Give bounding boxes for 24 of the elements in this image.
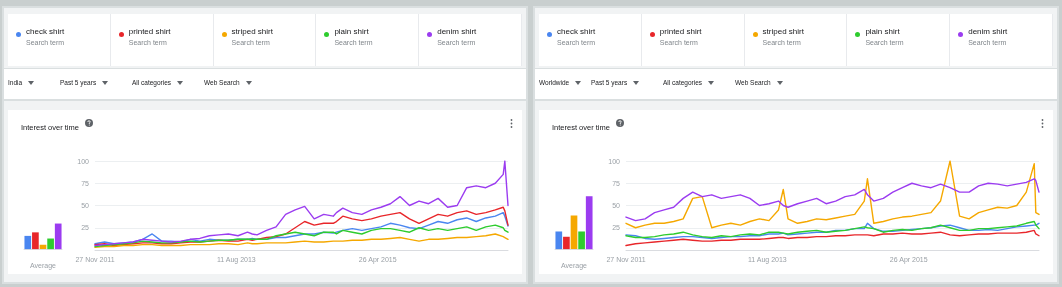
legend-label: denim shirt xyxy=(968,27,1008,36)
legend-label: denim shirt xyxy=(437,27,477,36)
legend-label: check shirt xyxy=(26,27,65,36)
bar xyxy=(24,235,32,250)
bar xyxy=(563,236,570,250)
bar xyxy=(32,232,39,250)
legend-label: plain shirt xyxy=(334,27,369,36)
bar xyxy=(578,231,585,250)
line-series xyxy=(94,160,509,247)
bar xyxy=(585,196,593,250)
line-series xyxy=(625,160,1040,229)
line-series xyxy=(94,224,509,248)
legend-label: check shirt xyxy=(557,27,596,36)
bar xyxy=(555,231,563,250)
legend-label: printed shirt xyxy=(128,27,171,36)
legend-label: striped shirt xyxy=(231,27,273,36)
line-series xyxy=(94,233,509,249)
legend-label: striped shirt xyxy=(762,27,804,36)
line-series xyxy=(625,178,1040,222)
legend-label: plain shirt xyxy=(865,27,900,36)
line-series xyxy=(625,229,1040,247)
legend-label: printed shirt xyxy=(659,27,702,36)
bar xyxy=(54,223,62,250)
bar xyxy=(47,238,54,250)
